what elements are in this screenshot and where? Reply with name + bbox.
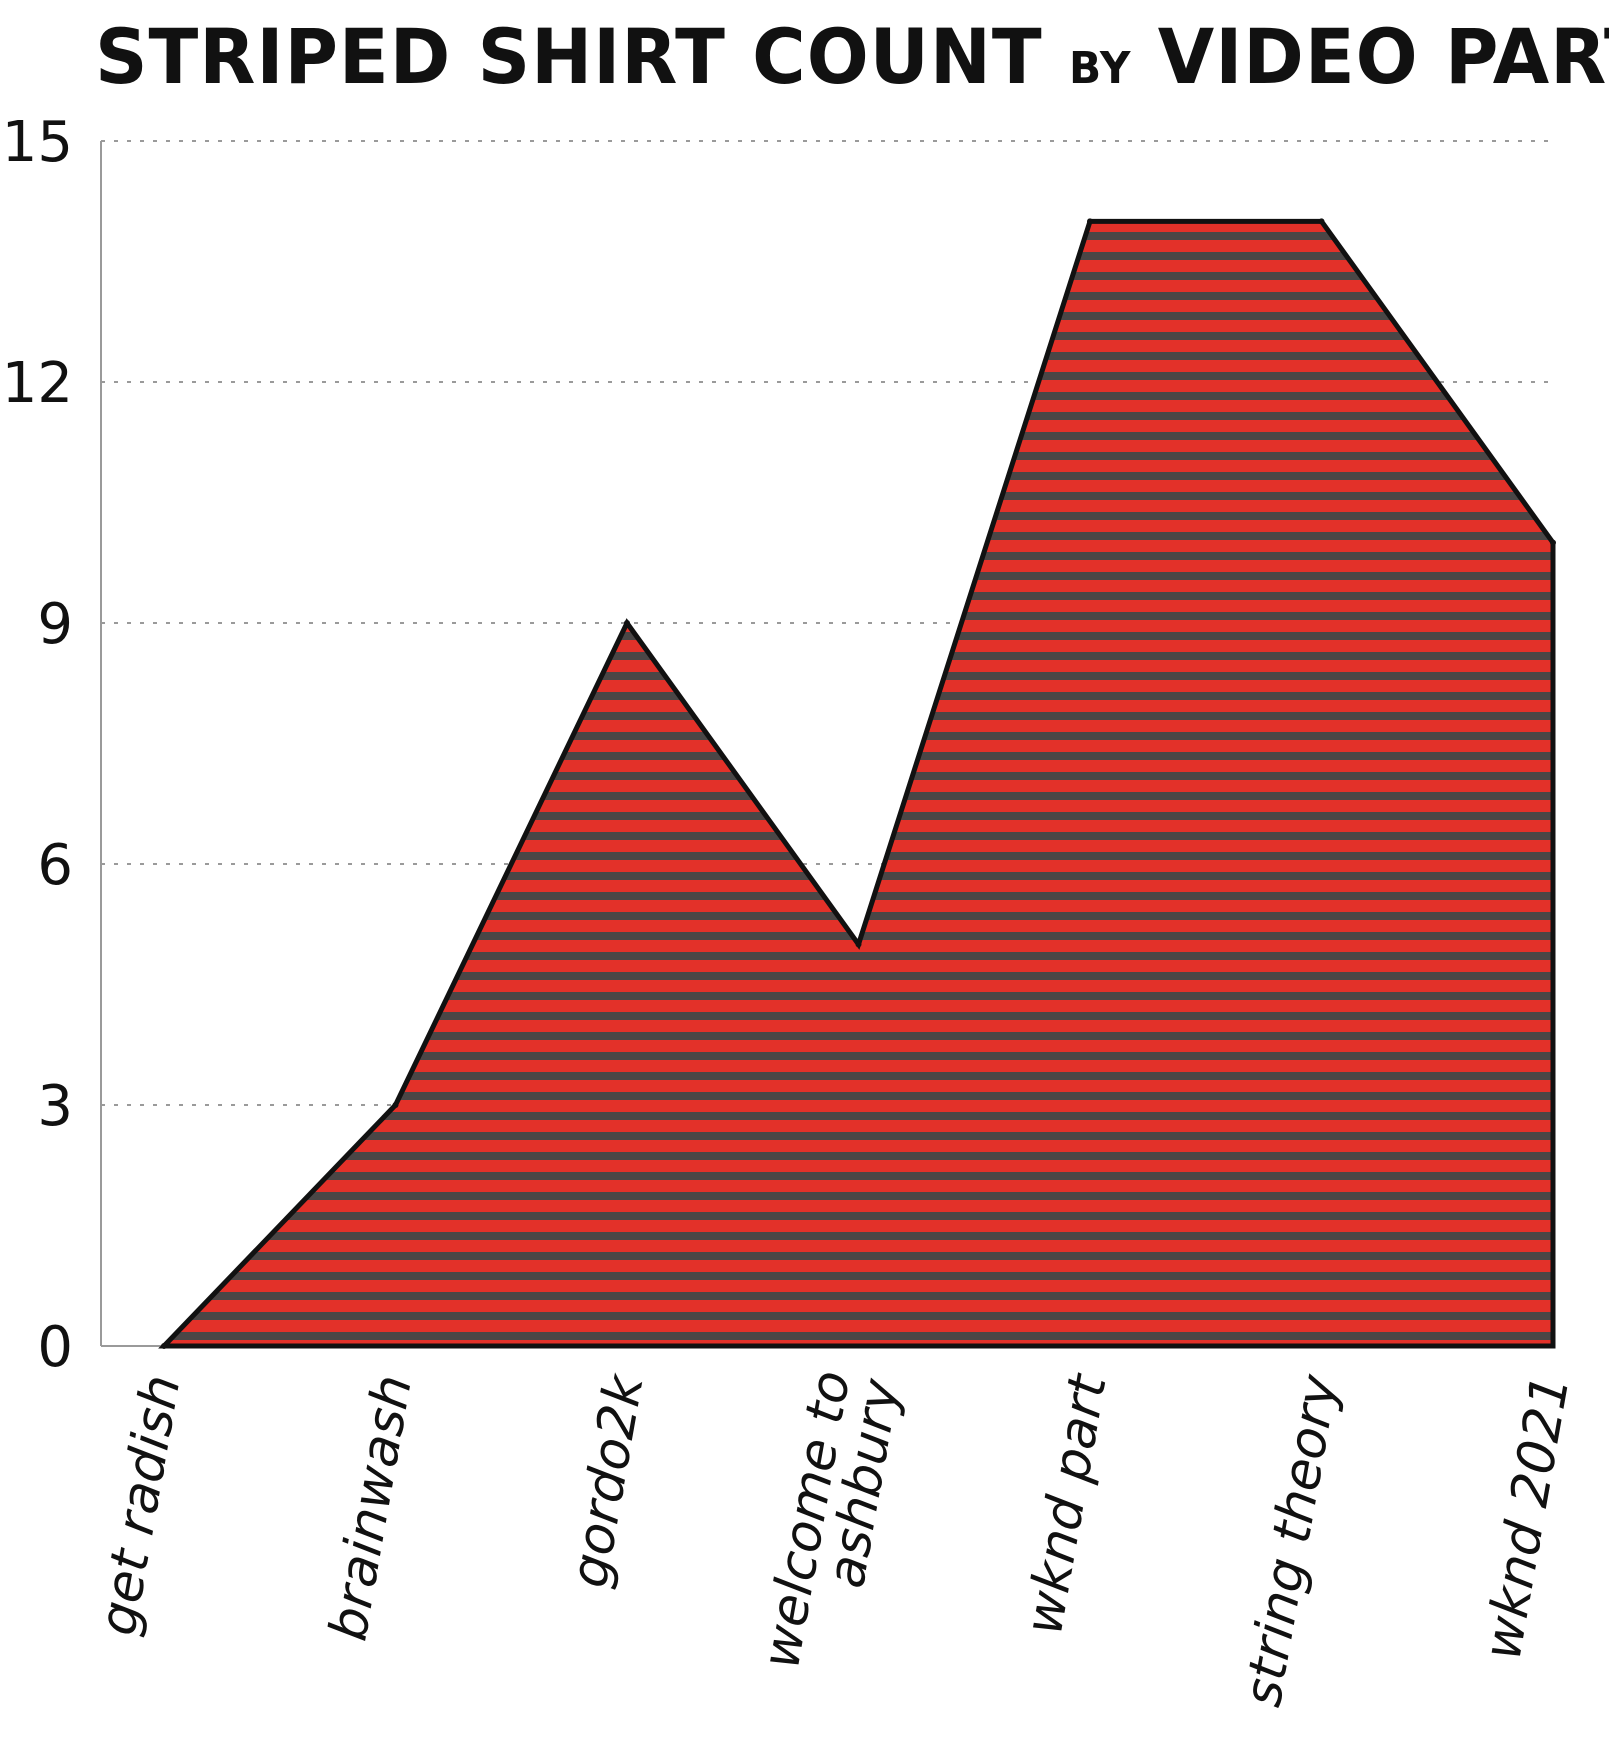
x-tick-label-line: string theory	[1233, 1369, 1350, 1711]
chart-title-end: VIDEO PART	[1157, 12, 1609, 101]
data-point	[1550, 539, 1556, 546]
chart-title-main: STRIPED SHIRT COUNT	[95, 12, 1043, 101]
data-point	[624, 620, 630, 626]
data-point	[855, 941, 862, 948]
y-axis: 0 3 6 9 12 15	[2, 110, 102, 1380]
chart-title-connector: BY	[1068, 43, 1132, 94]
x-tick-label-line: brainwash	[318, 1371, 424, 1645]
y-tick-label: 12	[2, 351, 73, 416]
x-tick-label: wknd part	[1014, 1369, 1119, 1639]
data-point	[392, 1102, 399, 1108]
data-point	[1318, 218, 1325, 225]
x-axis: get radish brainwash gordo2k welcome toashb…	[88, 1366, 1582, 1711]
data-point	[1087, 218, 1093, 225]
x-tick-label: get radish	[88, 1371, 193, 1640]
area-layer	[158, 218, 1556, 1349]
x-tick-label: string theory	[1233, 1369, 1350, 1711]
x-tick-label: wknd 2021	[1473, 1371, 1582, 1665]
area-series	[158, 218, 1556, 1349]
x-tick-label-line: wknd 2021	[1473, 1371, 1582, 1665]
chart-title: STRIPED SHIRT COUNT BY VIDEO PART	[95, 12, 1609, 101]
y-tick-label: 0	[37, 1315, 73, 1380]
x-tick-label: brainwash	[318, 1371, 424, 1645]
y-tick-label: 6	[37, 833, 73, 898]
x-tick-label-line: gordo2k	[559, 1369, 656, 1592]
x-tick-label: gordo2k	[559, 1369, 656, 1592]
y-tick-label: 9	[37, 592, 73, 657]
data-point	[161, 1343, 167, 1349]
y-tick-label: 3	[37, 1074, 73, 1139]
x-tick-label-line: get radish	[88, 1371, 193, 1640]
x-tick-label-line: wknd part	[1014, 1369, 1119, 1639]
y-tick-label: 15	[2, 110, 73, 175]
